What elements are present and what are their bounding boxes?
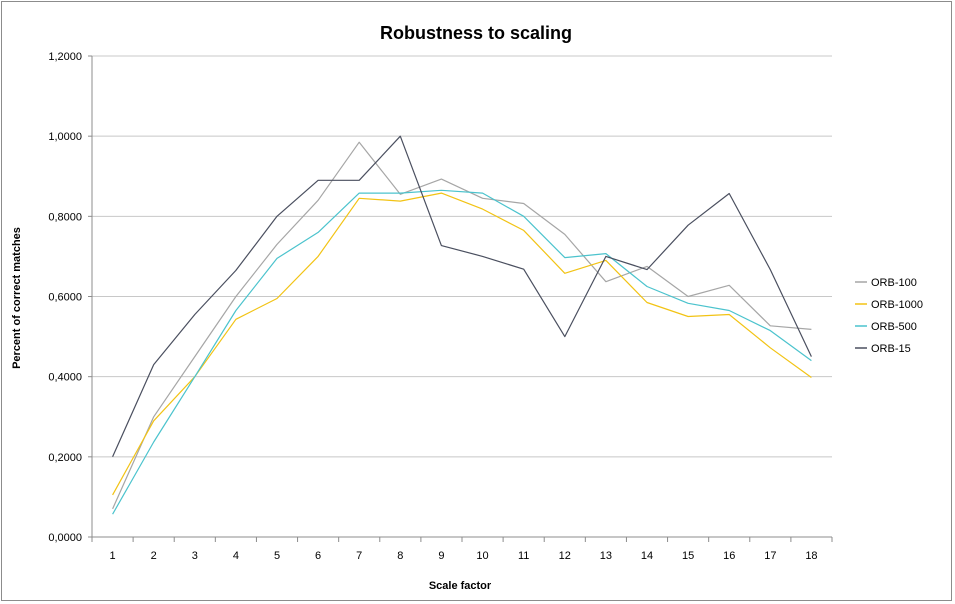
y-tick-label: 1,2000 bbox=[48, 51, 82, 63]
x-tick-label: 3 bbox=[192, 550, 198, 562]
gridlines bbox=[92, 55, 832, 458]
x-axis-ticks: 1 2 3 4 5 6 7 8 9 10 11 12 13 14 15 16 17 18 bbox=[91, 537, 833, 562]
x-tick-label: 18 bbox=[805, 550, 817, 562]
y-tick-label: 0,6000 bbox=[48, 292, 82, 304]
legend-label: ORB-1000 bbox=[871, 299, 923, 311]
y-tick-label: 0,8000 bbox=[48, 211, 82, 223]
x-tick-label: 11 bbox=[518, 550, 529, 562]
x-tick-label: 12 bbox=[559, 550, 571, 562]
x-tick-label: 8 bbox=[397, 550, 403, 562]
x-tick-label: 1 bbox=[109, 550, 115, 562]
x-tick-label: 2 bbox=[151, 550, 157, 562]
series-lines bbox=[112, 135, 812, 515]
x-tick-label: 6 bbox=[315, 550, 321, 562]
x-tick-label: 14 bbox=[641, 550, 653, 562]
legend-label: ORB-500 bbox=[871, 321, 917, 333]
x-tick-label: 16 bbox=[723, 550, 735, 562]
x-axis-title: Scale factor bbox=[429, 580, 492, 592]
y-tick-label: 0,4000 bbox=[48, 372, 82, 384]
series-line-orb-500 bbox=[112, 189, 812, 515]
x-tick-label: 5 bbox=[274, 550, 280, 562]
x-tick-label: 17 bbox=[764, 550, 776, 562]
legend-label: ORB-15 bbox=[871, 343, 911, 355]
x-tick-label: 10 bbox=[476, 550, 488, 562]
series-line-orb-1000 bbox=[112, 192, 812, 496]
x-tick-label: 4 bbox=[233, 550, 239, 562]
y-axis-ticks: 0,0000 0,2000 0,4000 0,6000 0,8000 1,0000 1,20… bbox=[48, 51, 92, 544]
x-tick-label: 13 bbox=[600, 550, 612, 562]
y-tick-label: 0,2000 bbox=[48, 452, 82, 464]
y-tick-label: 1,0000 bbox=[48, 131, 82, 143]
series-line-orb-100 bbox=[112, 141, 812, 510]
x-tick-label: 9 bbox=[438, 550, 444, 562]
x-tick-label: 15 bbox=[682, 550, 694, 562]
y-axis-title: Percent of correct matches bbox=[11, 227, 23, 369]
x-tick-label: 7 bbox=[356, 550, 362, 562]
chart-title: Robustness to scaling bbox=[380, 23, 572, 43]
y-tick-label: 0,0000 bbox=[48, 532, 82, 544]
legend-label: ORB-100 bbox=[871, 277, 917, 289]
series-line-orb-15 bbox=[112, 135, 812, 458]
legend: ORB-100 ORB-1000 ORB-500 ORB-15 bbox=[855, 277, 923, 355]
